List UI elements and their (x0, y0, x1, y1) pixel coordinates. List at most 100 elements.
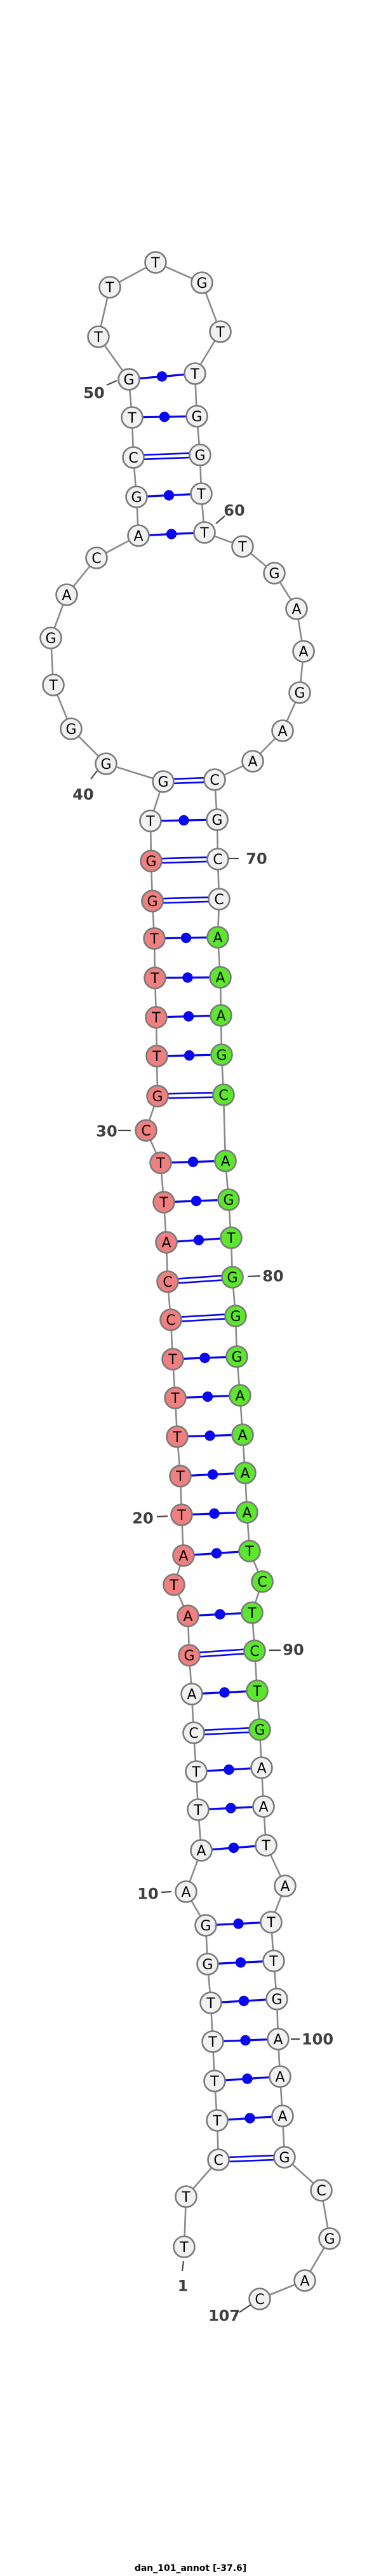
nucleotide-letter: G (45, 631, 56, 647)
nucleotide-letter: T (208, 2035, 217, 2051)
nucleotide-letter: G (254, 1723, 265, 1739)
nucleotide-circle (121, 406, 144, 429)
nucleotide-letter: T (247, 1606, 257, 1622)
nucleotide-circle (95, 752, 117, 775)
nucleotide-circle (248, 1718, 271, 1741)
nucleotide-letter: T (177, 1508, 186, 1524)
nucleotide-circle (155, 1231, 178, 1254)
nucleotide-letter: T (152, 1049, 161, 1065)
nucleotide-letter: T (206, 1996, 215, 2012)
nucleotide-circle (85, 546, 108, 569)
nucleotide-circle (214, 1149, 237, 1172)
nucleotide-letter: A (275, 2070, 284, 2085)
nucleotide-letter: T (159, 1195, 168, 1211)
nucleotide-circle (152, 1191, 175, 1214)
nucleotide-letter: T (193, 1803, 203, 1819)
nucleotide-circle (164, 1386, 187, 1409)
base-pair-dot-icon (166, 529, 177, 539)
nucleotide-letter: A (291, 602, 301, 618)
nucleotide-circle (145, 1006, 168, 1029)
nucleotide-letter: T (190, 367, 199, 383)
nucleotide-letter: T (145, 814, 155, 830)
nucleotide-circle (206, 808, 229, 831)
nucleotide-circle (262, 1949, 285, 1972)
nucleotide-circle (238, 1540, 261, 1563)
nucleotide-letter: C (255, 2292, 264, 2308)
nucleotide-circle (196, 1953, 219, 1976)
position-label-tick (239, 2304, 251, 2313)
nucleotide-letter: A (215, 970, 225, 986)
nucleotide-letter: A (196, 1843, 206, 1859)
nucleotide-circle (210, 1043, 233, 1066)
base-pair-bond-double (152, 900, 220, 904)
nucleotide-circle (60, 717, 83, 740)
nucleotide-letter: T (244, 1544, 254, 1560)
base-pair-dot-icon (219, 1687, 230, 1698)
nucleotide-circle (194, 1914, 217, 1937)
nucleotide-letter: C (257, 1575, 267, 1590)
nucleotide-circle (248, 2288, 271, 2310)
base-pair-bond-double (150, 856, 218, 860)
nucleotide-circle (243, 1639, 266, 1662)
nucleotide-circle (135, 1119, 157, 1142)
nucleotide-letter: T (269, 1954, 278, 1970)
nucleotide-letter: G (196, 276, 207, 292)
nucleotide-letter: C (210, 773, 219, 789)
nucleotide-circle (263, 562, 286, 585)
base-pair-dot-icon (163, 490, 175, 501)
nucleotide-letter: A (258, 1800, 268, 1815)
nucleotide-letter: T (179, 2240, 189, 2256)
nucleotide-letter: C (218, 1088, 228, 1104)
nucleotide-letter: A (235, 1388, 244, 1404)
nucleotide-circle (220, 1226, 243, 1249)
nucleotide-circle (310, 2179, 333, 2202)
nucleotide-letter: G (200, 1918, 211, 1934)
nucleotide-letter: G (271, 1992, 282, 2008)
nucleotide-letter: G (294, 686, 305, 702)
nucleotide-letter: T (93, 330, 103, 346)
nucleotide-letter: T (261, 1838, 271, 1854)
nucleotide-letter: G (223, 1193, 234, 1209)
nucleotide-circle (122, 446, 145, 469)
nucleotide-letter: A (213, 930, 222, 946)
base-pair-dot-icon (204, 1430, 215, 1441)
position-label-tick (181, 2260, 185, 2272)
nucleotide-circle (149, 1151, 172, 1174)
position-label: 80 (262, 1268, 283, 1285)
base-pair-dot-icon (199, 1352, 210, 1364)
nucleotide-letter: C (163, 1275, 172, 1291)
nucleotide-letter: C (214, 892, 224, 908)
nucleotide-letter: T (150, 255, 160, 271)
nucleotide-circle (163, 1573, 185, 1596)
base-pair-dot-icon (209, 1508, 220, 1519)
nucleotide-letter: G (211, 813, 222, 829)
nucleotide-letter: G (191, 409, 202, 425)
base-pair-bond-double (133, 456, 201, 461)
nucleotide-circle (292, 640, 315, 663)
nucleotide-circle (190, 271, 213, 294)
nucleotide-letter: C (250, 1644, 259, 1660)
nucleotide-circle (166, 1425, 189, 1448)
nucleotide-letter: T (237, 539, 247, 555)
nucleotide-letter: A (220, 1154, 230, 1170)
nucleotide-circle (141, 890, 164, 912)
base-pair-dot-icon (244, 2113, 255, 2124)
nucleotide-circle (318, 2227, 341, 2250)
nucleotide-letter: G (65, 722, 76, 738)
nucleotide-letter: T (191, 1765, 201, 1780)
base-pair-dot-icon (178, 815, 189, 826)
position-label: 30 (96, 1123, 117, 1141)
nucleotide-letter: C (166, 1313, 175, 1329)
position-label-tick (215, 515, 225, 524)
position-label: 1 (178, 2277, 189, 2295)
nucleotide-circle (206, 2109, 229, 2132)
nucleotide-circle (190, 1839, 213, 1862)
position-label: 107 (208, 2307, 240, 2325)
nucleotide-circle (217, 1188, 240, 1211)
nucleotide-circle (255, 1834, 277, 1857)
nucleotide-letter: T (210, 2074, 219, 2090)
nucleotide-letter: A (273, 2032, 283, 2048)
nucleotide-letter: G (100, 757, 111, 773)
nucleotide-letter: T (181, 2190, 190, 2206)
